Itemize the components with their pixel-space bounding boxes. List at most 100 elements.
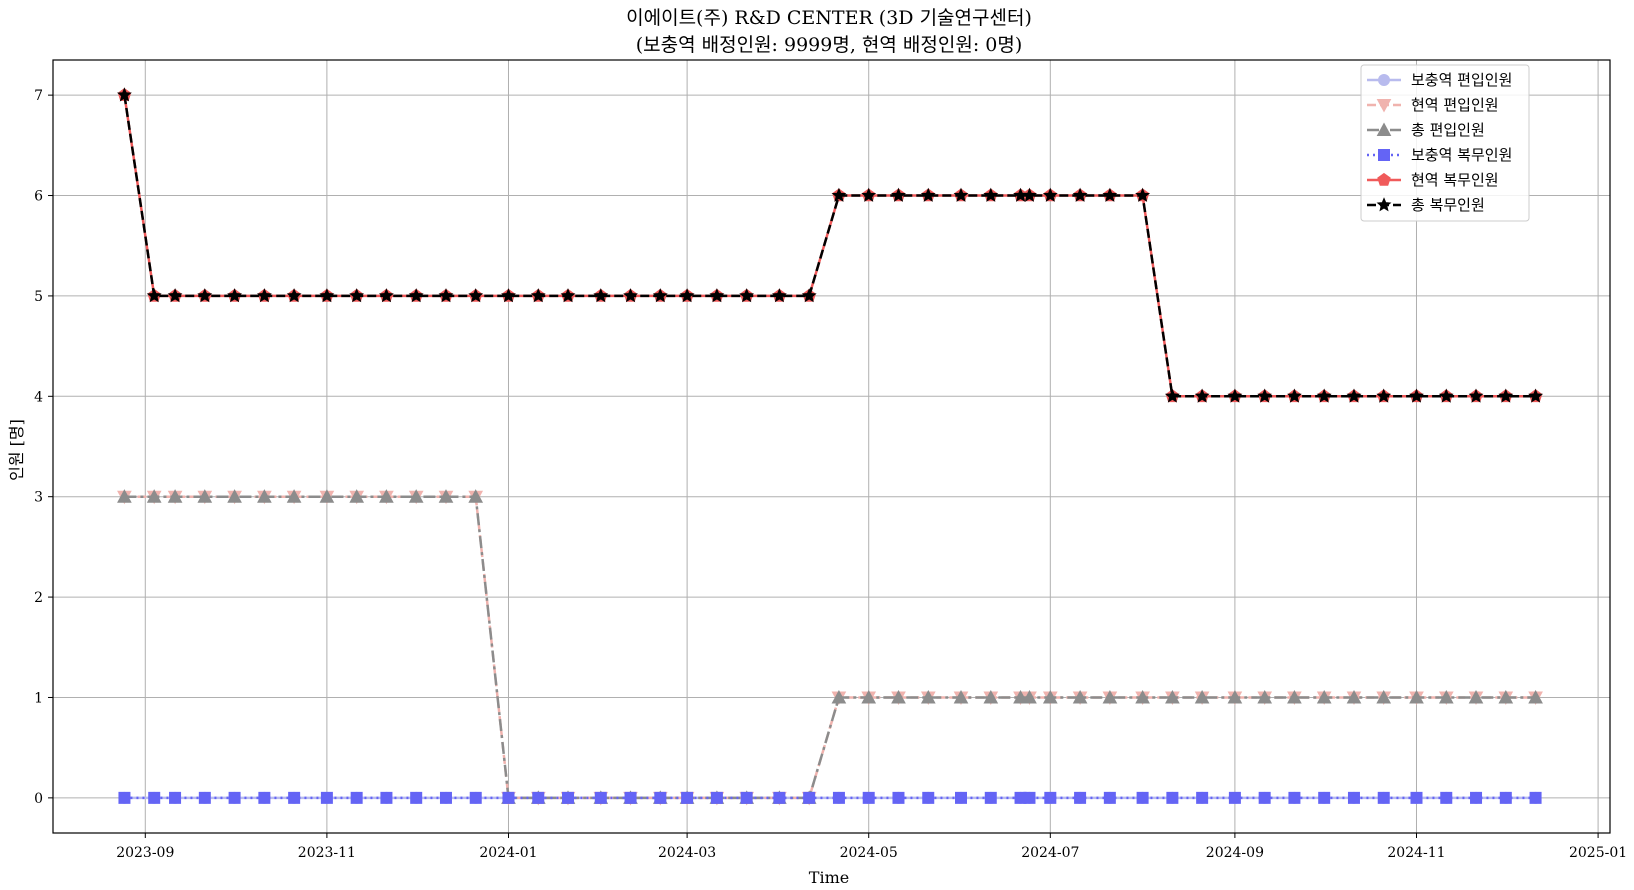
data-point <box>953 689 969 704</box>
data-point <box>831 187 847 202</box>
data-point <box>1409 388 1424 403</box>
data-point <box>468 288 484 303</box>
data-point <box>891 187 906 202</box>
data-point <box>320 791 333 804</box>
legend-label: 총 편입인원 <box>1411 121 1485 139</box>
data-point <box>468 489 484 503</box>
data-point <box>319 288 335 303</box>
y-tick-label: 0 <box>34 791 43 807</box>
x-tick-label: 2024-05 <box>840 845 898 861</box>
data-point <box>501 288 516 303</box>
data-point <box>562 791 575 804</box>
data-point <box>861 689 877 704</box>
legend-item: 총 복무인원 <box>1367 196 1485 214</box>
data-point <box>594 791 607 804</box>
legend-label: 보충역 복무인원 <box>1411 146 1512 164</box>
data-point <box>1528 388 1544 403</box>
data-point <box>1257 388 1273 403</box>
data-point <box>349 288 365 303</box>
data-point <box>148 791 161 804</box>
x-tick-label: 2024-01 <box>479 845 537 861</box>
data-point <box>1102 187 1118 202</box>
data-point <box>1529 791 1542 804</box>
series-3 <box>117 489 1543 804</box>
data-point <box>801 288 817 303</box>
data-point <box>679 288 695 303</box>
data-point <box>593 288 609 303</box>
data-point <box>379 489 394 503</box>
data-point <box>862 791 875 804</box>
data-point <box>286 489 302 503</box>
data-point <box>380 791 393 804</box>
data-point <box>1528 689 1543 704</box>
data-point <box>560 288 576 303</box>
data-point <box>1376 388 1392 403</box>
series-6 <box>117 87 1544 403</box>
x-axis-label: Time <box>809 868 849 887</box>
series-line <box>124 495 1536 800</box>
data-point <box>502 791 515 804</box>
data-point <box>1135 689 1150 704</box>
data-point <box>530 288 546 303</box>
data-point <box>1410 791 1423 804</box>
data-point <box>1042 187 1058 202</box>
legend-label: 현역 복무인원 <box>1411 171 1499 189</box>
data-point <box>227 288 243 303</box>
data-point <box>286 288 302 303</box>
chart-subtitle: (보충역 배정인원: 9999명, 현역 배정인원: 0명) <box>636 34 1023 56</box>
data-point <box>169 791 182 804</box>
data-point <box>227 489 242 503</box>
data-point <box>1023 791 1036 804</box>
data-point <box>1498 388 1514 403</box>
data-point <box>771 288 787 303</box>
x-tick-label: 2023-09 <box>116 845 174 861</box>
data-point <box>983 187 999 202</box>
data-point <box>439 791 452 804</box>
data-point <box>532 791 545 804</box>
data-point <box>654 791 667 804</box>
legend-box <box>1360 64 1530 222</box>
data-point <box>831 689 847 704</box>
chart-title: 이에이트(주) R&D CENTER (3D 기술연구센터) <box>626 7 1032 29</box>
data-point <box>623 288 638 303</box>
data-point <box>1194 388 1210 403</box>
data-point <box>1194 689 1210 704</box>
y-tick-label: 5 <box>34 289 43 305</box>
series-line <box>123 94 1536 398</box>
data-point <box>197 489 213 503</box>
data-point <box>378 288 394 303</box>
data-point <box>1498 689 1514 704</box>
data-point <box>1470 791 1483 804</box>
data-point <box>257 489 272 503</box>
data-point <box>710 791 723 804</box>
legend-label: 현역 편입인원 <box>1411 96 1499 114</box>
y-tick-label: 4 <box>34 389 43 405</box>
data-point <box>1287 689 1302 704</box>
data-point <box>349 489 365 503</box>
data-point <box>920 187 936 202</box>
x-tick-label: 2023-11 <box>298 845 356 861</box>
y-tick-label: 2 <box>34 590 43 606</box>
plot-series <box>117 87 1544 806</box>
data-point <box>1227 689 1243 704</box>
y-tick-label: 1 <box>34 690 43 706</box>
data-point <box>288 791 301 804</box>
data-point <box>1318 791 1331 804</box>
data-point <box>1074 791 1087 804</box>
data-point <box>1376 689 1392 704</box>
data-point <box>1102 689 1118 704</box>
data-point <box>1165 689 1180 704</box>
data-point <box>984 791 997 804</box>
data-point <box>1440 791 1453 804</box>
data-point <box>319 489 335 503</box>
data-point <box>1346 689 1362 704</box>
data-point <box>146 288 162 303</box>
data-point <box>1499 791 1512 804</box>
data-point <box>681 791 694 804</box>
y-tick-label: 3 <box>34 490 43 506</box>
data-point <box>1136 791 1149 804</box>
data-point <box>652 288 668 303</box>
data-point <box>1044 791 1057 804</box>
data-point <box>438 489 454 503</box>
